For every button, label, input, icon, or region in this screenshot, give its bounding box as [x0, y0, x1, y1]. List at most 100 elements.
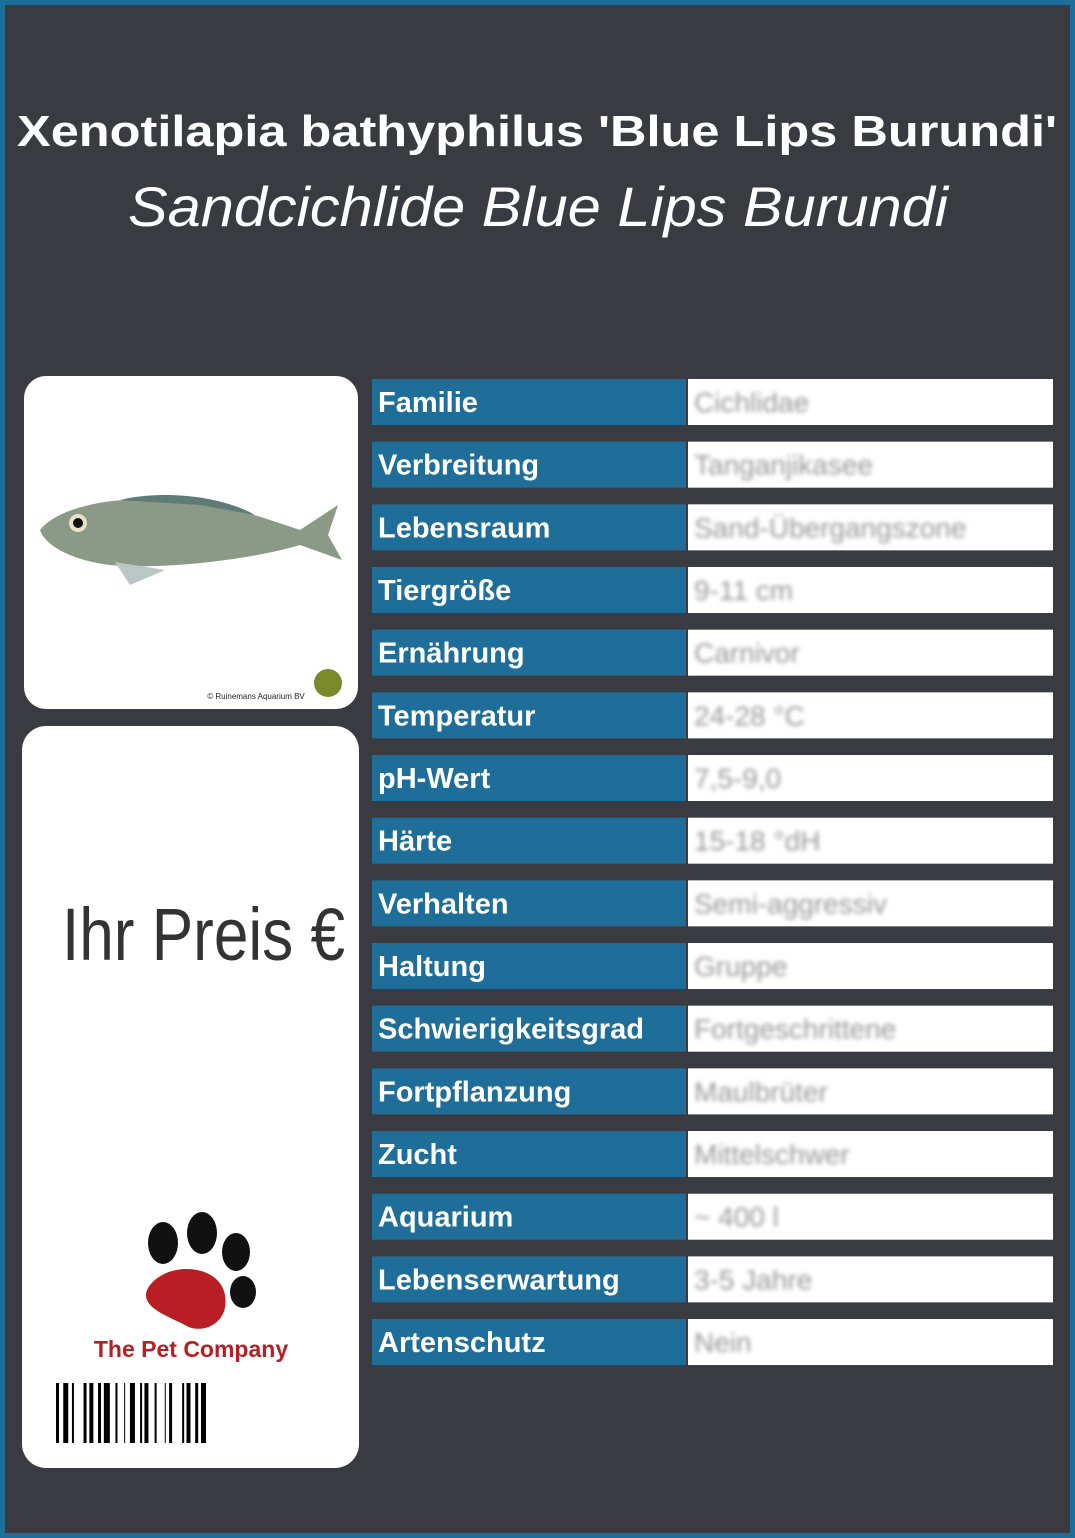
value-cell	[688, 1319, 1053, 1366]
row-label: Schwierigkeitsgrad	[378, 1014, 644, 1046]
table-row: Ernährung Carnivor	[372, 629, 1053, 676]
value-cell	[688, 504, 1053, 551]
row-value: 24-28 °C	[694, 700, 805, 731]
value-cell	[688, 441, 1053, 488]
row-label: Haltung	[378, 951, 486, 983]
label-cell	[372, 755, 686, 802]
info-table: Familie Cichlidae Verbreitung Tanganjikasee…	[372, 379, 1053, 1366]
value-cell	[688, 1193, 1053, 1240]
price-box: Ihr Preis € The Pet Company	[22, 726, 359, 1468]
barcode-bar	[182, 1383, 185, 1443]
value-cell	[688, 692, 1053, 739]
row-label: Lebenserwartung	[378, 1264, 620, 1296]
value-cell	[688, 1005, 1053, 1052]
label-cell	[372, 379, 686, 425]
barcode-bar	[154, 1383, 157, 1443]
barcode-bar	[124, 1383, 126, 1443]
row-label: Fortpflanzung	[378, 1076, 571, 1108]
table-row: Schwierigkeitsgrad Fortgeschrittene	[372, 1005, 1053, 1052]
row-value: ~ 400 l	[694, 1202, 779, 1233]
barcode-bar	[98, 1383, 102, 1443]
table-row: Aquarium ~ 400 l	[372, 1193, 1053, 1240]
value-cell	[688, 1131, 1053, 1178]
label-cell	[372, 1131, 686, 1178]
row-label: Härte	[378, 826, 452, 858]
row-value: Cichlidae	[694, 387, 809, 418]
row-value: 3-5 Jahre	[694, 1264, 812, 1295]
paw-logo	[145, 1212, 256, 1329]
row-value: Gruppe	[694, 951, 787, 982]
label-cell	[372, 943, 686, 990]
value-cell	[688, 817, 1053, 864]
row-value: Semi-aggressiv	[694, 888, 887, 919]
label-cell	[372, 692, 686, 739]
barcode-bar	[169, 1383, 173, 1443]
price-label: Ihr Preis €	[62, 893, 345, 976]
table-row: Lebenserwartung 3-5 Jahre	[372, 1256, 1053, 1303]
row-label: Temperatur	[378, 700, 535, 732]
barcode-bar	[89, 1383, 94, 1443]
value-cell	[688, 1256, 1053, 1303]
barcode-bar	[195, 1383, 199, 1443]
label-cell	[372, 629, 686, 676]
value-cell	[688, 880, 1053, 927]
table-row: Härte 15-18 °dH	[372, 817, 1053, 864]
barcode-bar	[144, 1383, 149, 1443]
label-cell	[372, 1193, 686, 1240]
barcode-bar	[201, 1383, 206, 1443]
table-row: Fortpflanzung Maulbrüter	[372, 1068, 1053, 1115]
row-value: Sand-Übergangszone	[694, 512, 966, 543]
barcode-bar	[56, 1383, 59, 1443]
barcode-bar	[71, 1383, 74, 1443]
row-label: pH-Wert	[378, 763, 491, 795]
row-label: Lebensraum	[378, 512, 550, 544]
row-label: Ernährung	[378, 638, 525, 670]
title: Xenotilapia bathyphilus 'Blue Lips Burun…	[17, 107, 1057, 156]
barcode-bar	[129, 1383, 135, 1443]
barcode-bar	[63, 1383, 69, 1443]
image-box: © Ruinemans Aquarium BV	[24, 376, 358, 709]
row-value: Nein	[694, 1327, 752, 1358]
value-cell	[688, 1068, 1053, 1115]
row-value: Carnivor	[694, 638, 800, 669]
row-label: Tiergröße	[378, 575, 511, 607]
barcode-bar	[103, 1383, 110, 1443]
table-row: Haltung Gruppe	[372, 943, 1053, 990]
row-label: Aquarium	[378, 1202, 513, 1234]
table-row: Temperatur 24-28 °C	[372, 692, 1053, 739]
row-label: Verbreitung	[378, 450, 539, 482]
brand-name: The Pet Company	[94, 1336, 288, 1362]
label-cell	[372, 504, 686, 551]
table-row: Verbreitung Tanganjikasee	[372, 441, 1053, 488]
barcode-bar	[164, 1383, 166, 1443]
row-value: Tanganjikasee	[694, 450, 873, 481]
row-value: 15-18 °dH	[694, 826, 820, 857]
label-cell	[372, 1068, 686, 1115]
value-cell	[688, 943, 1053, 990]
barcode-bar	[140, 1383, 143, 1443]
label-cell	[372, 1005, 686, 1052]
label-cell	[372, 1256, 686, 1303]
barcode-bar	[115, 1383, 118, 1443]
barcode-bar	[186, 1383, 191, 1443]
value-cell	[688, 379, 1053, 425]
row-value: 9-11 cm	[694, 575, 793, 606]
row-value: Maulbrüter	[694, 1076, 828, 1107]
table-row: pH-Wert 7,5-9,0	[372, 755, 1053, 802]
row-label: Artenschutz	[378, 1327, 546, 1359]
row-label: Verhalten	[378, 888, 509, 920]
row-label: Zucht	[378, 1139, 457, 1171]
barcode	[56, 1383, 206, 1443]
table-row: Zucht Mittelschwer	[372, 1131, 1053, 1178]
table-row: Artenschutz Nein	[372, 1319, 1053, 1366]
label-cell	[372, 1319, 686, 1366]
label-cell	[372, 567, 686, 614]
table-row: Verhalten Semi-aggressiv	[372, 880, 1053, 927]
row-value: Mittelschwer	[694, 1139, 850, 1170]
value-cell	[688, 629, 1053, 676]
row-label: Familie	[378, 387, 478, 419]
value-cell	[688, 567, 1053, 614]
label-cell	[372, 817, 686, 864]
